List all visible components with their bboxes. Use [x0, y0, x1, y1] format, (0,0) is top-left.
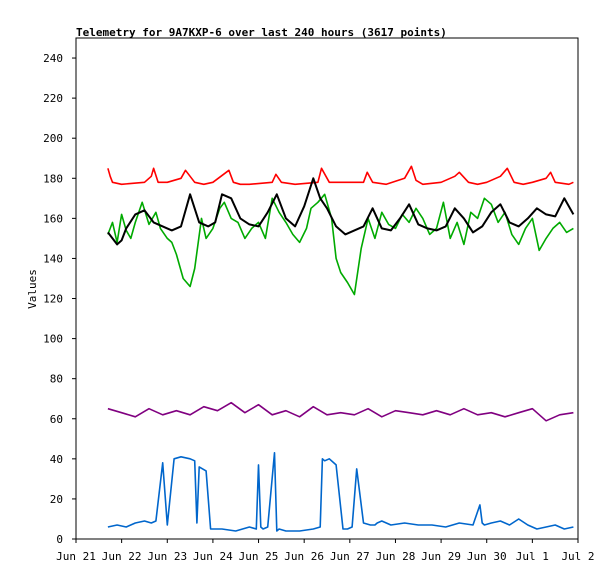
y-tick-label: 200: [43, 132, 63, 145]
y-tick-label: 60: [50, 413, 63, 426]
y-tick-label: 120: [43, 293, 63, 306]
series-line-4: [107, 451, 574, 532]
series-line-0: [107, 165, 574, 186]
y-tick-label: 160: [43, 212, 63, 225]
series-line-1: [107, 193, 574, 296]
x-tick-label: Jun 21: [56, 550, 96, 563]
y-axis: 0 20 40 60 80 100 120 140 160 180 200 220 240: [43, 52, 76, 546]
series-layer: [107, 165, 575, 532]
y-tick-label: 140: [43, 252, 63, 265]
y-tick-label: 80: [50, 373, 63, 386]
x-tick-label: Jun 26: [284, 550, 324, 563]
y-tick-label: 40: [50, 453, 63, 466]
y-tick-label: 20: [50, 493, 63, 506]
y-tick-label: 0: [56, 533, 63, 546]
x-tick-label: Jun 23: [147, 550, 187, 563]
x-tick-label: Jun 24: [193, 550, 233, 563]
x-tick-label: Jun 27: [330, 550, 370, 563]
x-tick-label: Jul 2: [561, 550, 594, 563]
series-line-3: [107, 401, 574, 422]
x-tick-label: Jul 1: [516, 550, 549, 563]
chart-title: Telemetry for 9A7KXP-6 over last 240 hou…: [76, 26, 447, 39]
plot-area-frame: [75, 37, 579, 540]
y-tick-label: 240: [43, 52, 63, 65]
y-tick-label: 180: [43, 172, 63, 185]
x-tick-label: Jun 22: [102, 550, 142, 563]
y-tick-label: 220: [43, 92, 63, 105]
series-line-2: [107, 177, 575, 246]
x-tick-label: Jun 30: [467, 550, 507, 563]
y-axis-label: Values: [26, 269, 39, 309]
x-tick-label: Jun 29: [421, 550, 461, 563]
x-axis: Jun 21 Jun 22 Jun 23 Jun 24 Jun 25 Jun 26 Jun …: [56, 539, 595, 563]
y-tick-label: 100: [43, 333, 63, 346]
x-tick-label: Jun 28: [376, 550, 416, 563]
x-tick-label: Jun 25: [239, 550, 279, 563]
